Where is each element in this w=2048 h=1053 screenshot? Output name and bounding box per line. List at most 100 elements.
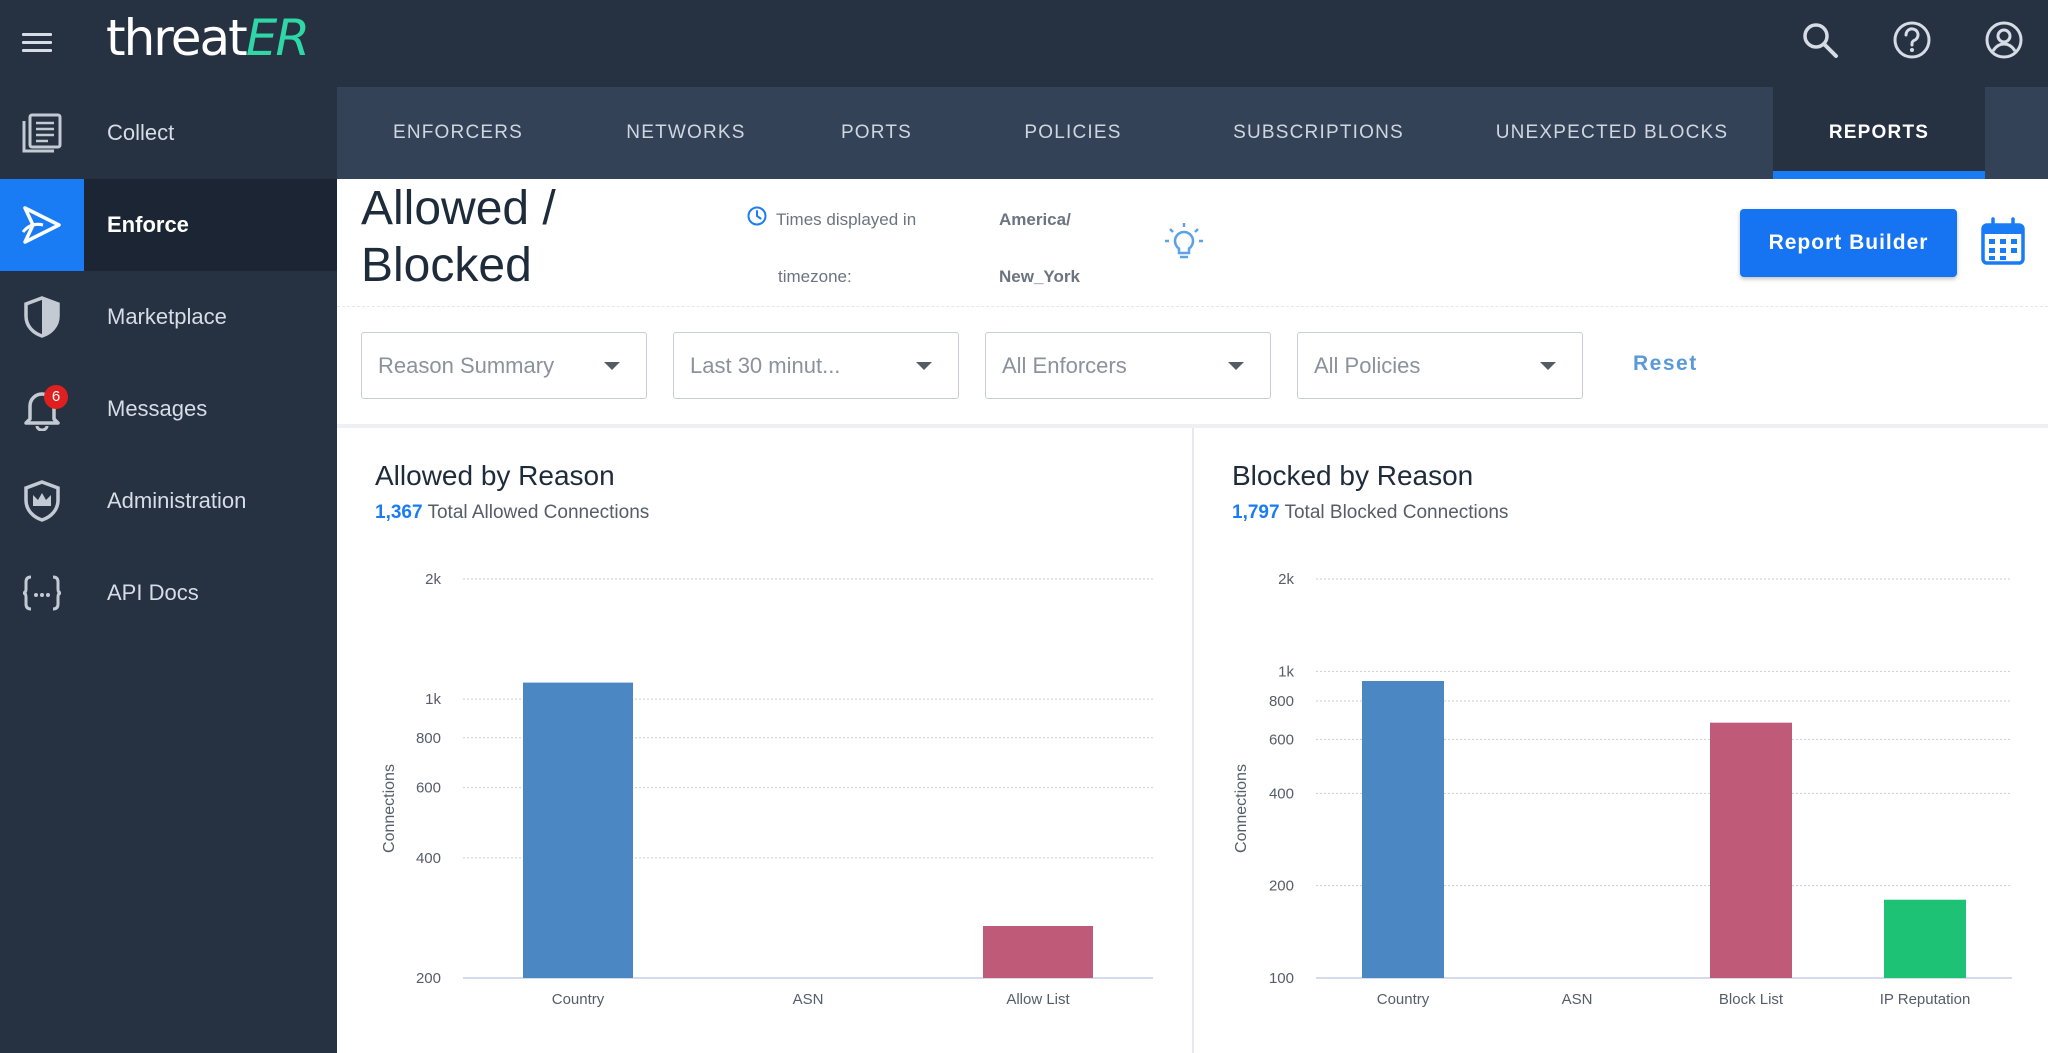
blocked-total-label: Total Blocked Connections	[1284, 502, 1509, 523]
y-axis-label: Connections	[381, 764, 398, 853]
timezone-label-2: timezone:	[778, 267, 852, 286]
tab-ports[interactable]: PORTS	[840, 122, 913, 143]
enforce-icon	[0, 179, 84, 271]
x-tick-label: IP Reputation	[1880, 991, 1971, 1008]
blocked-total-count: 1,797	[1232, 502, 1280, 523]
allowed-total-count: 1,367	[375, 502, 423, 523]
tab-subscriptions[interactable]: SUBSCRIPTIONS	[1233, 122, 1404, 143]
y-tick-label: 400	[416, 850, 441, 867]
policies-select-value: All Policies	[1314, 353, 1421, 378]
y-tick-label: 200	[416, 970, 441, 987]
lightbulb-icon[interactable]	[1164, 222, 1204, 266]
threater-logo[interactable]: threatER	[106, 8, 310, 68]
sidebar-item-label: Enforce	[107, 212, 189, 237]
blocked-panel: Blocked by Reason 1,797 Total Blocked Co…	[1194, 428, 2048, 1053]
y-tick-label: 1k	[425, 691, 441, 708]
search-icon[interactable]	[1800, 20, 1840, 60]
logo-accent: ER	[245, 9, 310, 67]
header-divider	[337, 306, 2048, 307]
x-tick-label: ASN	[793, 991, 824, 1008]
sidebar-item-api-docs[interactable]: API Docs	[0, 547, 337, 639]
x-tick-label: Country	[552, 991, 605, 1008]
sidebar-item-label: Marketplace	[107, 304, 227, 329]
enforcers-select-value: All Enforcers	[1002, 353, 1127, 378]
tab-reports[interactable]: REPORTS	[1773, 87, 1985, 179]
messages-badge: 6	[44, 385, 68, 409]
account-icon[interactable]	[1984, 20, 2024, 60]
time-range-select-value: Last 30 minut...	[690, 353, 841, 378]
sidebar-item-enforce[interactable]: Enforce	[0, 179, 337, 271]
chevron-down-icon	[1228, 362, 1244, 370]
y-tick-label: 2k	[425, 571, 441, 588]
y-tick-label: 200	[1269, 878, 1294, 895]
tab-networks[interactable]: NETWORKS	[626, 122, 746, 143]
y-tick-label: 400	[1269, 785, 1294, 802]
reason-select-value: Reason Summary	[378, 353, 555, 378]
policies-select[interactable]: All Policies	[1297, 332, 1583, 399]
enforcers-select[interactable]: All Enforcers	[985, 332, 1271, 399]
clock-icon	[747, 206, 767, 226]
tab-unexpected-blocks[interactable]: UNEXPECTED BLOCKS	[1495, 122, 1729, 143]
sidebar-item-label: API Docs	[107, 580, 199, 605]
sidebar-item-label: Messages	[107, 396, 208, 421]
y-tick-label: 2k	[1278, 571, 1294, 588]
reset-button[interactable]: Reset	[1633, 352, 1698, 375]
shield-icon	[0, 271, 84, 363]
report-builder-button[interactable]: Report Builder	[1740, 209, 1957, 277]
y-tick-label: 100	[1269, 970, 1294, 987]
blocked-chart: 100 200 400 600 800 1k 2k Country ASN Block List I…	[1233, 571, 2012, 1008]
time-range-select[interactable]: Last 30 minut...	[673, 332, 959, 399]
tab-policies[interactable]: POLICIES	[1024, 122, 1122, 143]
y-tick-label: 600	[416, 780, 441, 797]
menu-icon[interactable]	[22, 28, 52, 58]
bar	[1362, 680, 1444, 978]
sidebar-item-collect[interactable]: Collect	[0, 87, 337, 179]
bell-icon	[0, 363, 84, 455]
y-axis-label: Connections	[1233, 764, 1250, 853]
timezone-value: America/	[999, 210, 1071, 229]
timezone-value-2: New_York	[999, 267, 1080, 286]
y-tick-label: 800	[416, 730, 441, 747]
braces-icon	[0, 547, 84, 639]
sidebar-item-messages[interactable]: 6 Messages	[0, 363, 337, 455]
top-bar: threatER	[0, 0, 2048, 88]
page-title: Allowed / Blocked	[361, 182, 556, 292]
bar	[983, 925, 1093, 978]
y-tick-label: 1k	[1278, 663, 1294, 680]
allowed-total-label: Total Allowed Connections	[427, 502, 650, 523]
x-tick-label: Country	[1377, 991, 1430, 1008]
sidebar-item-label: Collect	[107, 120, 175, 145]
crown-shield-icon	[0, 455, 84, 547]
blocked-total: 1,797 Total Blocked Connections	[1232, 502, 1508, 524]
timezone-info: Times displayed in timezone: America/ Ne…	[746, 205, 1086, 295]
timezone-label: Times displayed in	[776, 210, 917, 229]
help-icon[interactable]	[1892, 20, 1932, 60]
allowed-panel-title: Allowed by Reason	[375, 460, 615, 491]
x-tick-label: ASN	[1562, 991, 1593, 1008]
chevron-down-icon	[604, 362, 620, 370]
y-tick-label: 600	[1269, 731, 1294, 748]
y-tick-label: 800	[1269, 693, 1294, 710]
x-tick-label: Allow List	[1006, 991, 1070, 1008]
tab-enforcers[interactable]: ENFORCERS	[392, 122, 524, 143]
header-icons	[1800, 0, 2048, 80]
allowed-panel: Allowed by Reason 1,367 Total Allowed Co…	[337, 428, 1194, 1053]
filters-divider	[337, 424, 2048, 428]
allowed-chart: 200 400 600 800 1k 2k Country ASN Allow List Conn…	[381, 571, 1153, 1008]
chevron-down-icon	[1540, 362, 1556, 370]
bar	[1884, 899, 1966, 978]
blocked-panel-title: Blocked by Reason	[1232, 460, 1474, 491]
bar	[523, 682, 633, 978]
sidebar-item-label: Administration	[107, 488, 247, 513]
bar	[1710, 722, 1792, 978]
reason-select[interactable]: Reason Summary	[361, 332, 647, 399]
chevron-down-icon	[916, 362, 932, 370]
allowed-total: 1,367 Total Allowed Connections	[375, 502, 649, 524]
sidebar: Collect Enforce Marketplace 6 Messages A…	[0, 87, 337, 1053]
x-tick-label: Block List	[1719, 991, 1784, 1008]
collect-icon	[0, 87, 84, 179]
calendar-icon[interactable]	[1980, 217, 2026, 267]
sidebar-item-marketplace[interactable]: Marketplace	[0, 271, 337, 363]
sidebar-item-administration[interactable]: Administration	[0, 455, 337, 547]
logo-main: threat	[106, 9, 248, 67]
